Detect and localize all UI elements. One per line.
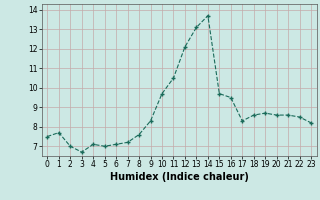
X-axis label: Humidex (Indice chaleur): Humidex (Indice chaleur) [110,172,249,182]
